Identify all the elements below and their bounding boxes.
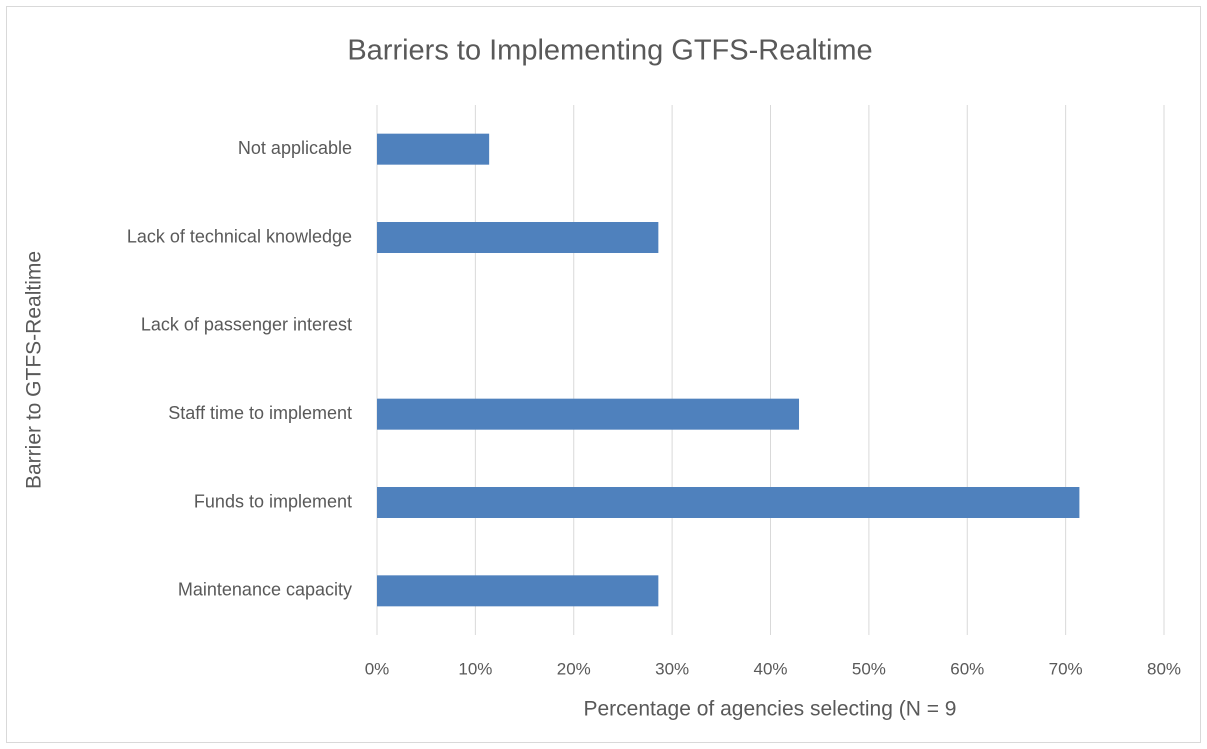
x-axis-label: Percentage of agencies selecting (N = 9: [584, 698, 957, 721]
x-tick-label: 10%: [458, 659, 492, 678]
x-tick-label: 20%: [557, 659, 591, 678]
y-tick-label: Not applicable: [238, 138, 352, 158]
x-tick-label: 60%: [950, 659, 984, 678]
y-tick-label: Staff time to implement: [168, 403, 352, 423]
bar: [377, 575, 659, 607]
x-tick-label: 80%: [1147, 659, 1181, 678]
chart-title: Barriers to Implementing GTFS-Realtime: [347, 35, 872, 67]
y-tick-label: Funds to implement: [194, 491, 352, 511]
chart-frame: [6, 6, 1201, 743]
x-tick-label: 30%: [655, 659, 689, 678]
y-tick-label: Maintenance capacity: [178, 580, 352, 600]
x-tick-label: 0%: [365, 659, 390, 678]
x-tick-label: 40%: [753, 659, 787, 678]
x-tick-label: 70%: [1049, 659, 1083, 678]
bar: [377, 222, 659, 253]
y-axis-label: Barrier to GTFS-Realtime: [23, 251, 46, 489]
bar: [377, 487, 1080, 518]
bar: [377, 398, 800, 430]
y-tick-label: Lack of passenger interest: [141, 315, 352, 335]
y-tick-label: Lack of technical knowledge: [127, 226, 352, 246]
x-tick-label: 50%: [852, 659, 886, 678]
bar: [377, 133, 490, 165]
